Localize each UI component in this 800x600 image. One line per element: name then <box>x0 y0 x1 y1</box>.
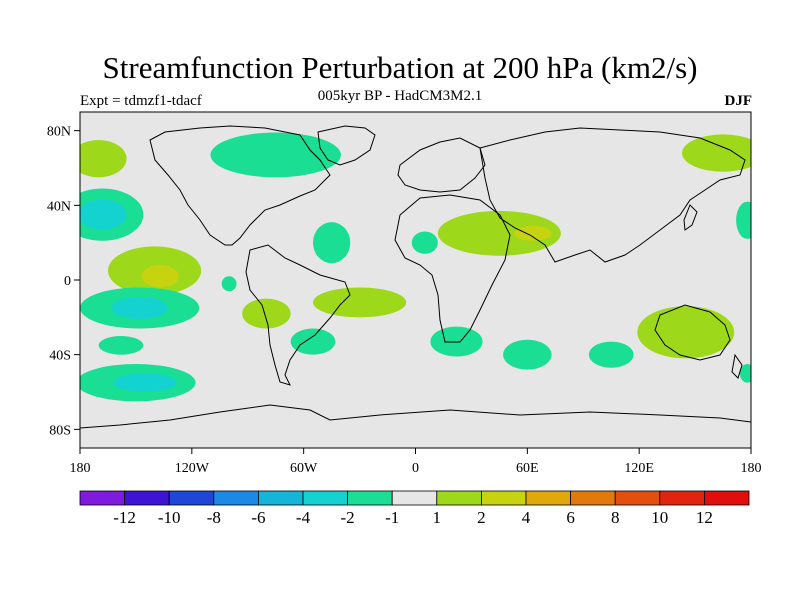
colorbar-swatch <box>347 490 393 506</box>
colorbar-label: -2 <box>341 508 355 527</box>
anomaly-region <box>588 341 634 368</box>
colorbar-label: 6 <box>566 508 575 527</box>
anomaly-region <box>514 225 552 241</box>
lon-tick-label: 0 <box>412 461 419 476</box>
anomaly-region <box>437 210 561 256</box>
colorbar-swatch <box>79 490 125 506</box>
coastline-layer <box>80 125 751 429</box>
lon-tick-label: 60W <box>290 461 318 476</box>
axis-layer: 80N 40N 0 40S 80S 180 120W 60W 0 60E 120E 180 <box>47 125 762 476</box>
anomaly-region <box>242 298 291 329</box>
season-label: DJF <box>724 93 753 109</box>
anomaly-region <box>113 373 177 392</box>
colorbar-swatch <box>570 490 616 506</box>
colorbar-swatch <box>391 490 438 506</box>
colorbar-label: -4 <box>296 508 311 527</box>
experiment-label: Expt = tdmzf1-tdacf <box>80 93 202 109</box>
colorbar-label: 2 <box>477 508 486 527</box>
colorbar-label: -6 <box>251 508 265 527</box>
plot-title: Streamfunction Perturbation at 200 hPa (… <box>102 50 698 85</box>
colorbar-swatch <box>614 490 661 506</box>
colorbar-label: 12 <box>696 508 713 527</box>
anomaly-region <box>210 132 341 178</box>
colorbar-label: 10 <box>651 508 668 527</box>
anomaly-region <box>411 231 438 254</box>
anomaly-region <box>739 364 751 383</box>
colorbar-swatch <box>525 490 571 506</box>
anomaly-region <box>736 201 751 239</box>
anomaly-layer <box>80 132 751 402</box>
lat-tick-label: 0 <box>64 274 71 289</box>
colorbar-label: 8 <box>611 508 620 527</box>
anomaly-region <box>98 336 144 355</box>
lon-tick-label: 120E <box>624 461 654 476</box>
colorbar-swatch <box>302 490 348 506</box>
lon-tick-label: 120W <box>175 461 210 476</box>
colorbar-swatch <box>257 490 304 506</box>
anomaly-region <box>637 306 735 359</box>
colorbar-label: 1 <box>433 508 442 527</box>
colorbar-swatch <box>213 490 259 506</box>
colorbar: -12 -10 -8 -6 -4 -2 -1 1 2 4 6 8 10 12 <box>79 490 750 527</box>
anomaly-region <box>141 265 179 288</box>
lat-tick-label: 40N <box>47 199 71 214</box>
colorbar-swatch <box>124 490 170 506</box>
anomaly-region <box>80 140 127 178</box>
colorbar-label: 4 <box>522 508 531 527</box>
lon-tick-label: 60E <box>516 461 539 476</box>
anomaly-region <box>290 328 336 355</box>
colorbar-swatch <box>436 490 482 506</box>
lon-tick-label: 180 <box>70 461 91 476</box>
anomaly-region <box>111 296 168 320</box>
lat-tick-label: 80S <box>49 423 71 438</box>
anomaly-region <box>682 134 751 172</box>
anomaly-region <box>80 199 127 230</box>
lat-tick-label: 80N <box>47 125 71 140</box>
colorbar-swatch <box>168 490 215 506</box>
anomaly-region <box>312 287 407 318</box>
colorbar-swatch <box>704 490 750 506</box>
anomaly-region <box>503 339 552 370</box>
anomaly-region <box>312 222 351 264</box>
colorbar-label: -8 <box>207 508 221 527</box>
colorbar-label: -10 <box>158 508 181 527</box>
lat-tick-label: 40S <box>49 349 71 364</box>
colorbar-label: -12 <box>113 508 136 527</box>
plot-subtitle: 005kyr BP - HadCM3M2.1 <box>317 88 483 104</box>
colorbar-swatch <box>480 490 527 506</box>
colorbar-swatch <box>659 490 705 506</box>
lon-tick-label: 180 <box>741 461 762 476</box>
colorbar-label: -1 <box>385 508 399 527</box>
anomaly-region <box>221 276 237 292</box>
